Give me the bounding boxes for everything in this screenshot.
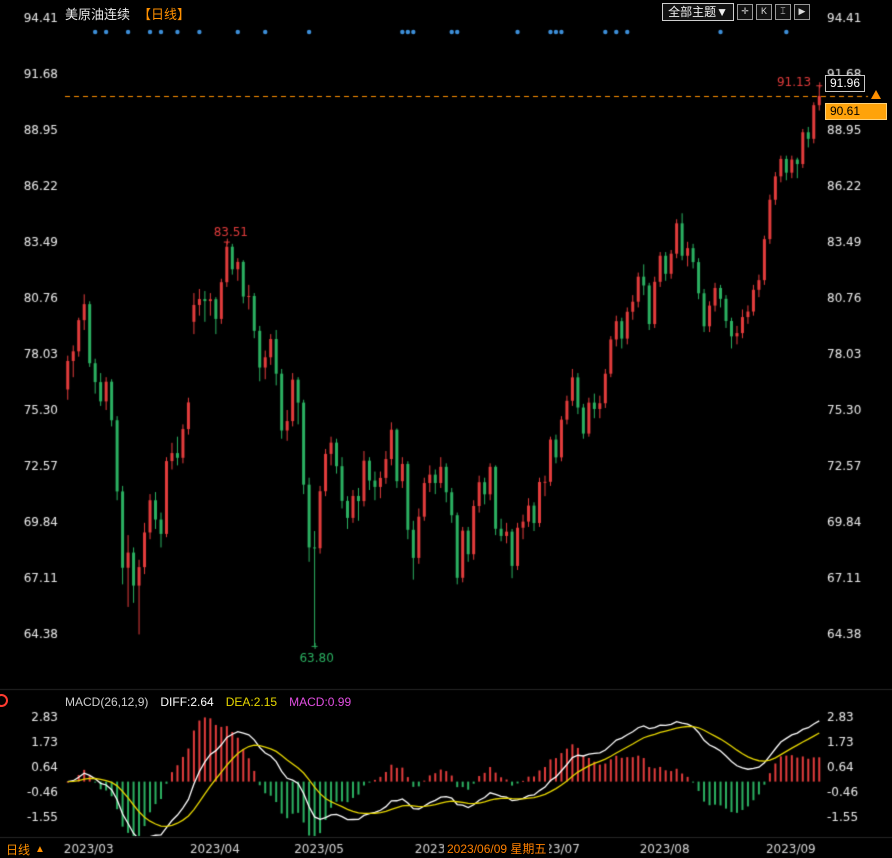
chart-header: 美原油连续 【日线】 <box>65 4 190 23</box>
crosshair-price-badge: 91.96 <box>825 75 866 92</box>
period-selector[interactable]: 日线 ▲ <box>6 841 45 858</box>
toolbar: 全部主题▼ ✛ K ⌶ ▶ <box>662 3 810 21</box>
macd-diff-value: DIFF:2.64 <box>160 695 214 709</box>
macd-formula-label[interactable]: MACD(26,12,9) <box>65 695 149 709</box>
period-tag[interactable]: 【日线】 <box>138 7 191 22</box>
record-indicator-icon <box>0 694 8 707</box>
period-label[interactable]: 日线 <box>6 843 31 857</box>
macd-header: MACD(26,12,9) DIFF:2.64 DEA:2.15 MACD:0.… <box>65 695 351 709</box>
macd-macd-value: MACD:0.99 <box>289 695 352 709</box>
kline-tool-icon[interactable]: K <box>756 4 772 20</box>
latest-price-badge: 90.61 <box>825 103 887 120</box>
price-marker-arrow-icon <box>871 90 881 99</box>
pan-tool-icon[interactable]: ✛ <box>737 4 753 20</box>
instrument-title: 美原油连续 <box>65 7 131 22</box>
macd-dea-value: DEA:2.15 <box>225 695 278 709</box>
up-triangle-icon: ▲ <box>35 844 45 855</box>
theme-dropdown[interactable]: 全部主题▼ <box>662 3 734 21</box>
indicator-tool-icon[interactable]: ⌶ <box>775 4 791 20</box>
play-icon[interactable]: ▶ <box>794 4 810 20</box>
crosshair-date-label: 2023/06/09 星期五 <box>444 840 550 857</box>
